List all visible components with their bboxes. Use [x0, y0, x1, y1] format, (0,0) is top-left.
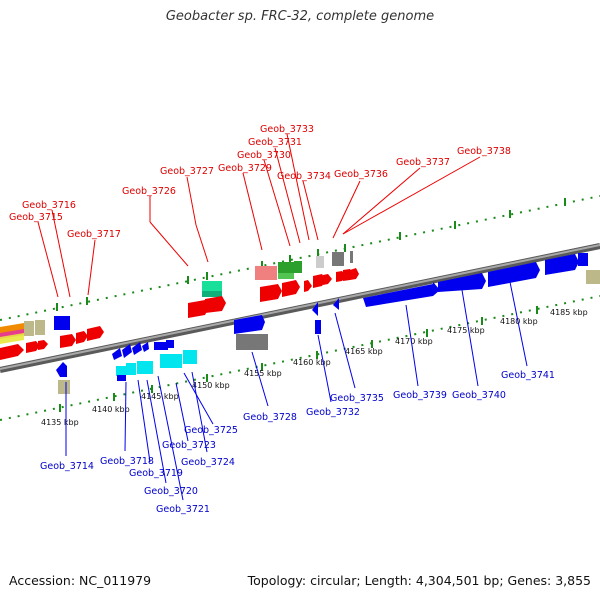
scale-label: 4145 kbp [141, 392, 179, 401]
gene-label: Geob_3734 [277, 171, 331, 182]
gene-label: Geob_3724 [181, 457, 235, 468]
gene-label: Geob_3728 [243, 412, 297, 423]
map-title: Geobacter sp. FRC-32, complete genome [165, 9, 435, 24]
gene-label: Geob_3735 [330, 393, 384, 404]
gene-label: Geob_3730 [237, 150, 291, 161]
gene-label: Geob_3737 [396, 157, 450, 168]
scale-label: 4180 kbp [500, 317, 538, 326]
gene-features-right [363, 253, 600, 307]
gene-label: Geob_3733 [260, 124, 314, 135]
gene-label: Geob_3738 [457, 146, 511, 157]
genome-backbone [0, 243, 600, 373]
bottom-label-leaders [65, 281, 528, 501]
gene-label: Geob_3723 [162, 440, 216, 451]
scale-label: 4185 kbp [550, 308, 588, 317]
gene-label: Geob_3721 [156, 504, 210, 515]
gene-label: Geob_3720 [144, 486, 198, 497]
scale-label: 4155 kbp [244, 369, 282, 378]
gene-label: Geob_3719 [129, 468, 183, 479]
gene-label: Geob_3716 [22, 200, 76, 211]
scale-label: 4150 kbp [192, 381, 230, 390]
gene-label: Geob_3718 [100, 456, 154, 467]
gene-features-middle [112, 251, 359, 381]
scale-label: 4135 kbp [41, 418, 79, 427]
scale-label: 4170 kbp [395, 337, 433, 346]
bottom-labels: Geob_3714 Geob_3718 Geob_3719 Geob_3720 … [40, 370, 555, 515]
accession-text: Accession: NC_011979 [9, 573, 152, 588]
gene-label: Geob_3727 [160, 166, 214, 177]
top-label-leaders [37, 133, 481, 298]
top-labels: Geob_3716 Geob_3715 Geob_3717 Geob_3726 … [9, 124, 511, 240]
scale-label: 4140 kbp [92, 405, 130, 414]
gene-label: Geob_3715 [9, 212, 63, 223]
topology-text: Topology: circular; Length: 4,304,501 bp… [247, 573, 591, 588]
gene-label: Geob_3736 [334, 169, 388, 180]
outer-major-ticks [56, 198, 566, 311]
gene-label: Geob_3740 [452, 390, 506, 401]
scale-label: 4175 kbp [447, 326, 485, 335]
gene-features-left [0, 316, 104, 394]
scale-label: 4165 kbp [345, 347, 383, 356]
outer-tick-track [0, 195, 600, 321]
scale-label: 4160 kbp [293, 358, 331, 367]
gene-label: Geob_3739 [393, 390, 447, 401]
gene-label: Geob_3714 [40, 461, 94, 472]
gene-label: Geob_3741 [501, 370, 555, 381]
scale-labels: 4135 kbp 4140 kbp 4145 kbp 4150 kbp 4155… [41, 308, 588, 427]
gene-label: Geob_3717 [67, 229, 121, 240]
gene-label: Geob_3732 [306, 407, 360, 418]
gene-label: Geob_3729 [218, 163, 272, 174]
inner-tick-track [0, 295, 600, 421]
gene-label: Geob_3731 [248, 137, 302, 148]
gene-label: Geob_3726 [122, 186, 176, 197]
gene-label: Geob_3725 [184, 425, 238, 436]
inner-major-ticks [59, 306, 538, 412]
